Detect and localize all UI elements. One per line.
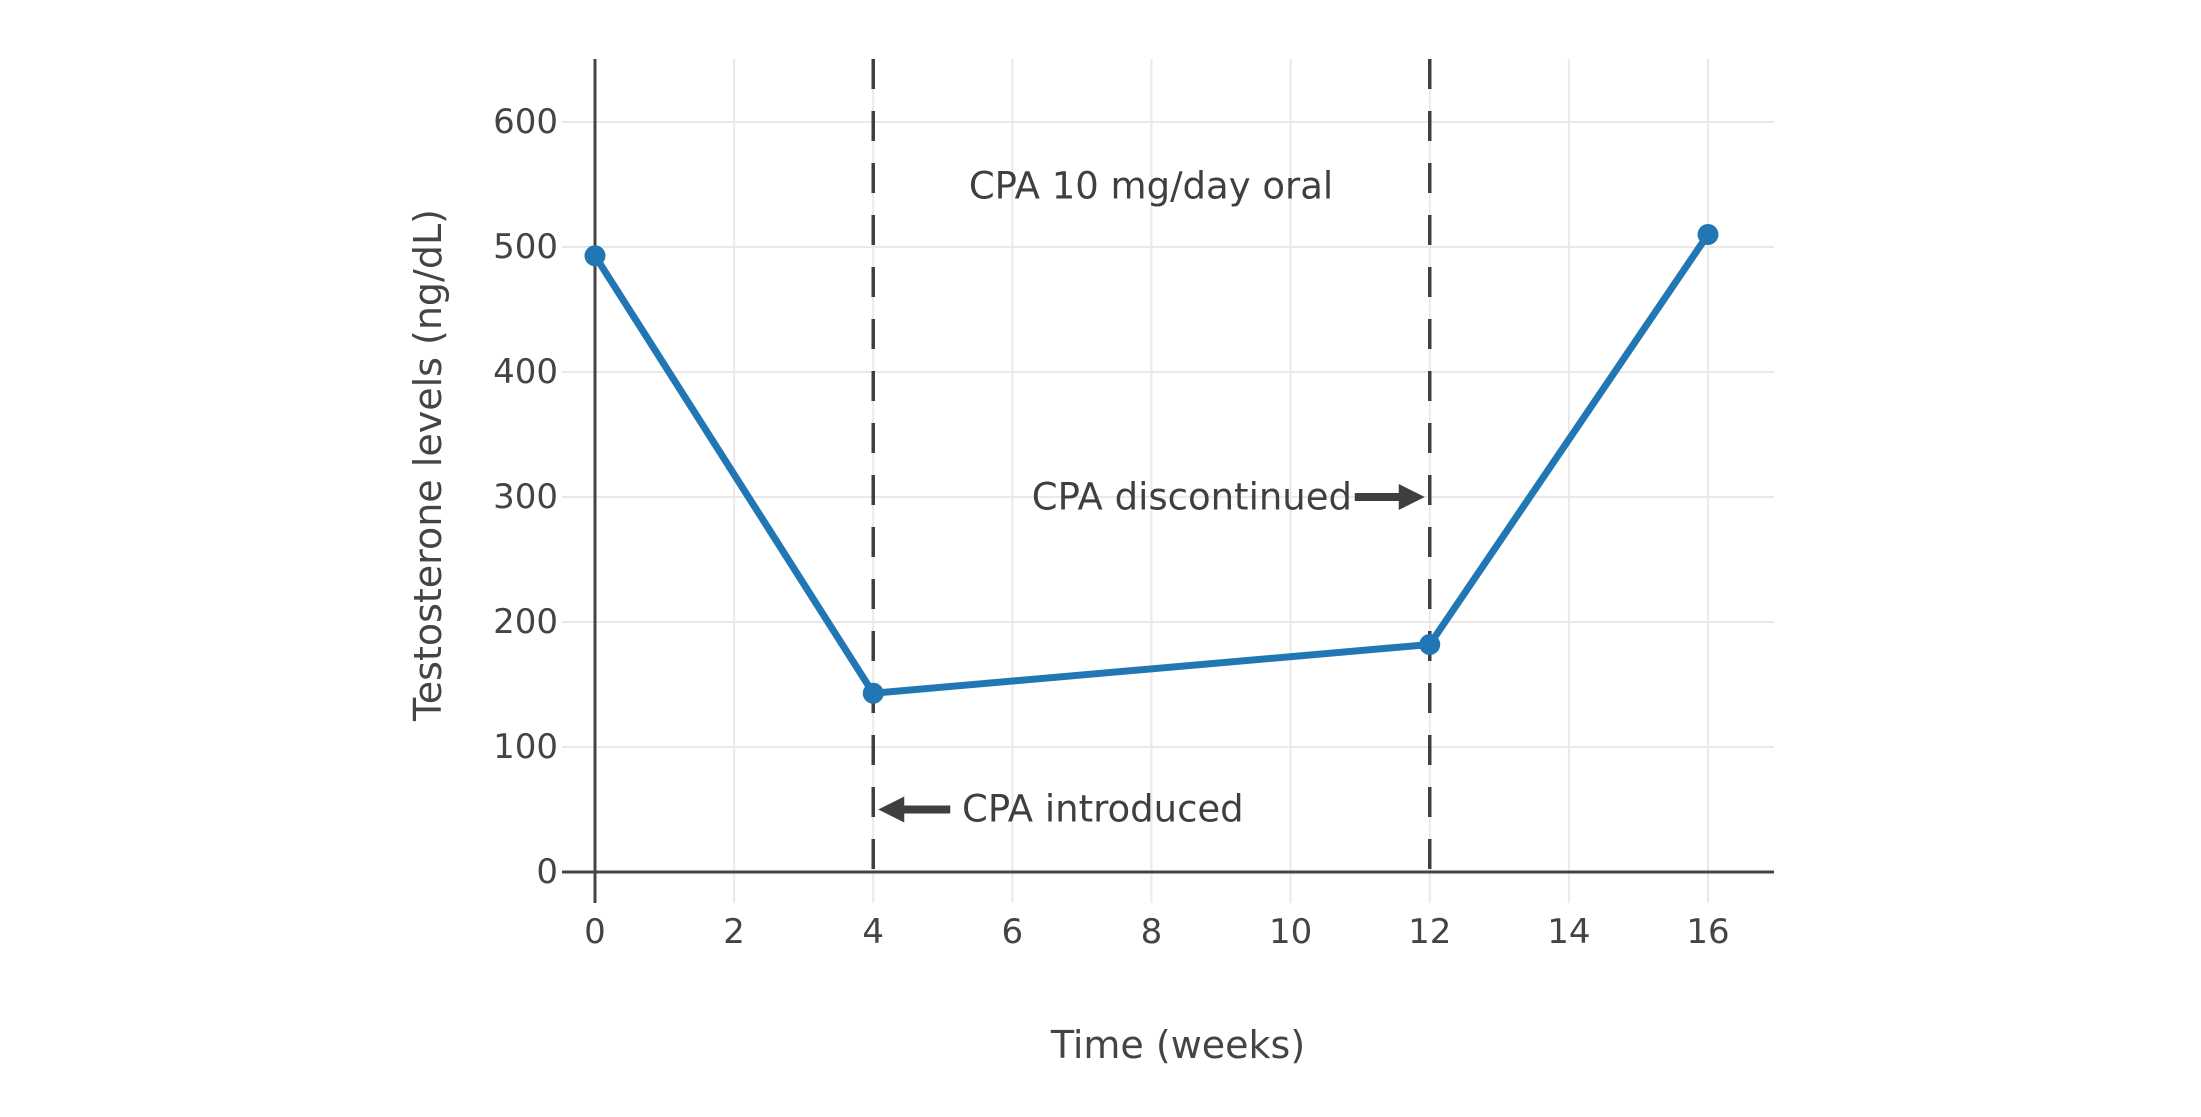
x-tick-label: 16	[1686, 912, 1730, 952]
data-point-marker	[1419, 634, 1441, 655]
annotation-cpa-introduced: CPA introduced	[962, 787, 1244, 831]
y-tick-label: 0	[536, 852, 558, 892]
testosterone-series-line	[591, 231, 1712, 697]
y-tick-label: 300	[493, 477, 558, 517]
y-axis-title: Testosterone levels (ng/dL)	[406, 209, 450, 721]
x-tick-label: 8	[1140, 912, 1163, 952]
y-tick-label: 400	[493, 352, 558, 392]
arrow-head-right-icon	[1398, 484, 1425, 510]
y-tick-label: 600	[493, 102, 558, 142]
x-tick-label: 14	[1547, 912, 1591, 952]
data-point-marker	[862, 682, 884, 704]
x-tick-label: 4	[862, 912, 885, 952]
y-tick-label: 100	[493, 727, 558, 767]
y-tick-label: 500	[493, 227, 558, 267]
arrow-head-left-icon	[878, 796, 905, 823]
x-tick-label: 0	[584, 912, 606, 952]
y-tick-label: 200	[493, 602, 558, 642]
annotation-cpa-discontinued: CPA discontinued	[1031, 475, 1352, 519]
x-tick-label: 10	[1268, 912, 1313, 952]
x-tick-label: 6	[1001, 912, 1024, 952]
x-tick-label: 12	[1408, 912, 1452, 952]
x-tick-label: 2	[723, 912, 745, 952]
annotation-cpa-dose: CPA 10 mg/day oral	[968, 164, 1334, 208]
data-point-marker	[584, 245, 606, 267]
data-point-marker	[1697, 224, 1719, 245]
x-axis-title: Time (weeks)	[1050, 1023, 1306, 1067]
